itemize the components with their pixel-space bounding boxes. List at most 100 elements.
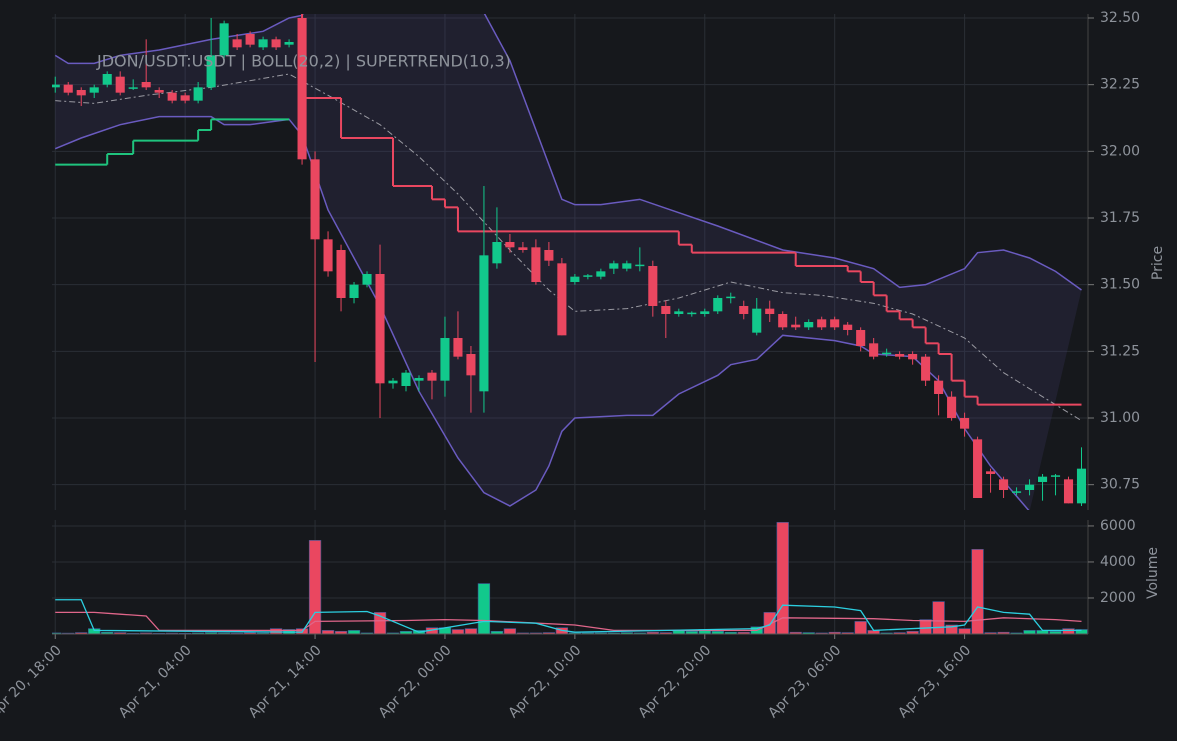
candle-body (297, 18, 307, 160)
volume-bar (1010, 632, 1023, 634)
candle-body (89, 87, 99, 93)
y-tick-label: 32.50 (1100, 10, 1140, 26)
candle-body (505, 242, 515, 248)
y-tick-label: 32.25 (1100, 77, 1140, 93)
candle-body (336, 250, 346, 298)
candle-body (531, 247, 541, 282)
candle-body (1050, 475, 1061, 477)
volume-bar (140, 632, 153, 634)
candle-body (622, 263, 632, 269)
candle-body (245, 34, 255, 45)
volume-bar (451, 629, 465, 634)
volume-bar (958, 628, 971, 634)
volume-bar (477, 583, 491, 634)
y-tick-label: 2000 (1100, 590, 1136, 606)
candle-body (219, 23, 229, 56)
candle-body (154, 90, 164, 93)
boll-upper (54, 14, 1082, 291)
candle-body (830, 319, 840, 328)
y-axis-label: Volume (1145, 547, 1161, 599)
candle-body (817, 319, 827, 328)
candle-body (206, 55, 216, 88)
candle-body (934, 380, 944, 394)
candle-body (1024, 484, 1035, 490)
candle-body (869, 343, 879, 357)
volume-bar (841, 632, 854, 634)
volume-bar (919, 619, 932, 634)
volume-bar (114, 632, 127, 634)
volume-bar (308, 540, 322, 634)
volume-bar (334, 630, 348, 634)
candle-body (453, 338, 463, 357)
candle-body (193, 87, 203, 101)
candle-body (557, 263, 567, 336)
candle-body (856, 330, 866, 346)
volume-bar (932, 601, 945, 634)
volume-bar (464, 628, 478, 634)
candle-body (76, 90, 86, 96)
candle-body (804, 322, 814, 328)
candle-body (778, 314, 788, 328)
candle-body (1037, 476, 1048, 482)
volume-bar (659, 632, 672, 634)
volume-bar (1023, 630, 1036, 634)
candle-body (947, 396, 957, 418)
boll-lower (54, 115, 1030, 510)
candle-body (479, 255, 489, 392)
volume-bar (880, 632, 893, 634)
candle-body (102, 74, 112, 85)
candle-body (492, 242, 502, 264)
y-tick-label: 31.50 (1100, 277, 1140, 293)
y-axis-label: Price (1150, 246, 1166, 280)
volume-bar (906, 630, 919, 634)
y-tick-label: 31.75 (1100, 210, 1140, 226)
volume-bar (1062, 628, 1075, 634)
y-tick-label: 31.00 (1100, 410, 1140, 426)
volume-plot (52, 522, 1088, 634)
candle-body (258, 39, 268, 48)
volume-bar (503, 628, 517, 634)
volume-bar (204, 632, 218, 634)
candle-body (661, 306, 671, 314)
volume-bar (685, 630, 698, 634)
candle-body (921, 356, 931, 381)
volume-bar (802, 632, 815, 634)
candle-body (518, 247, 528, 250)
candle-body (791, 324, 801, 328)
candle-body (362, 274, 372, 285)
candle-body (843, 324, 853, 330)
candle-body (271, 39, 281, 48)
volume-bar (971, 549, 984, 634)
candle-body (726, 296, 736, 299)
candle-body (310, 159, 320, 240)
candle-body (999, 479, 1009, 490)
candle-body (115, 76, 125, 93)
candle-body (635, 264, 645, 267)
candle-body (583, 275, 593, 277)
volume-bar (52, 632, 62, 634)
candle-body (323, 239, 333, 272)
y-tick-label: 32.00 (1100, 143, 1140, 159)
volume-bar (217, 632, 231, 634)
y-tick-label: 30.75 (1100, 477, 1140, 493)
candle-body (700, 311, 710, 314)
candle-body (570, 276, 580, 282)
y-tick-label: 4000 (1100, 554, 1136, 570)
volume-bar (321, 630, 335, 634)
volume-bar (347, 630, 361, 634)
volume-bar (711, 630, 724, 634)
volume-bar (776, 522, 789, 634)
candle-body (739, 306, 749, 314)
volume-bar (516, 632, 530, 634)
candle-body (180, 95, 190, 101)
candle-body (284, 42, 294, 45)
candle-body (687, 312, 697, 315)
y-tick-label: 6000 (1100, 518, 1136, 534)
candle-body (752, 308, 762, 333)
volume-bar (607, 632, 620, 634)
volume-bar (633, 632, 646, 634)
candle-body (908, 354, 918, 360)
candle-body (232, 39, 242, 48)
volume-bar (529, 632, 543, 634)
